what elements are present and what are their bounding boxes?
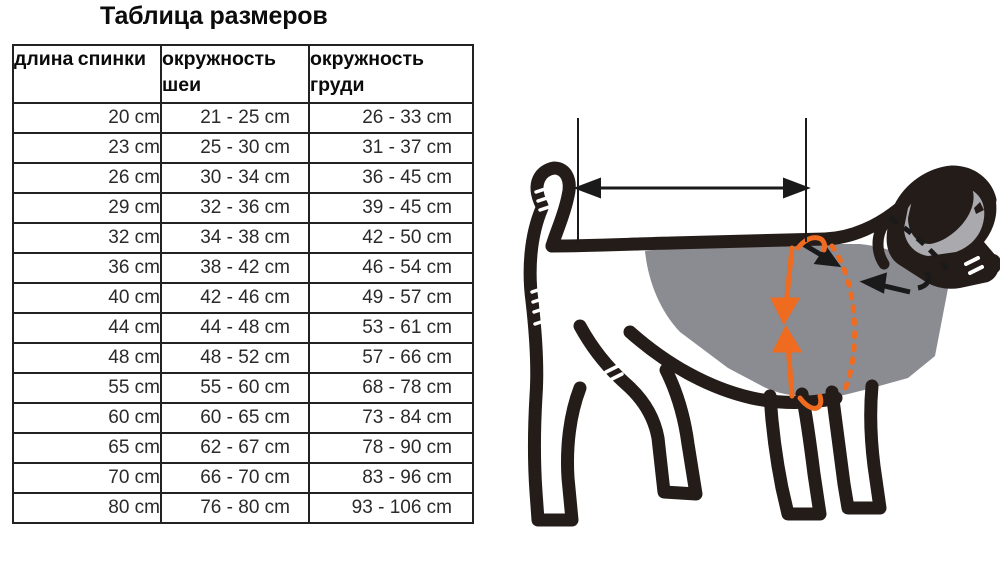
cell-neck-girth: 66 - 70 cm — [160, 462, 310, 494]
cell-chest-girth: 46 - 54 cm — [308, 252, 474, 284]
chest-girth-arrows — [769, 235, 828, 411]
table-row: 29 cm 32 - 36 cm 39 - 45 cm — [12, 192, 474, 224]
table-header-row: длина спинки окружность шеи окружность г… — [12, 44, 474, 104]
cell-chest-girth: 31 - 37 cm — [308, 132, 474, 164]
table-row: 26 cm 30 - 34 cm 36 - 45 cm — [12, 162, 474, 194]
table-row: 48 cm 48 - 52 cm 57 - 66 cm — [12, 342, 474, 374]
cell-chest-girth: 53 - 61 cm — [308, 312, 474, 344]
cell-neck-girth: 55 - 60 cm — [160, 372, 310, 404]
cell-chest-girth: 73 - 84 cm — [308, 402, 474, 434]
eye-icon — [974, 202, 984, 214]
size-table-container: длина спинки окружность шеи окружность г… — [12, 44, 474, 524]
cell-back-length: 70 cm — [12, 462, 162, 494]
cell-back-length: 55 cm — [12, 372, 162, 404]
cell-chest-girth: 42 - 50 cm — [308, 222, 474, 254]
cell-back-length: 20 cm — [12, 102, 162, 134]
cell-neck-girth: 62 - 67 cm — [160, 432, 310, 464]
cell-back-length: 36 cm — [12, 252, 162, 284]
cell-neck-girth: 38 - 42 cm — [160, 252, 310, 284]
cell-neck-girth: 32 - 36 cm — [160, 192, 310, 224]
cell-chest-girth: 83 - 96 cm — [308, 462, 474, 494]
table-row: 80 cm 76 - 80 cm 93 - 106 cm — [12, 492, 474, 524]
table-row: 20 cm 21 - 25 cm 26 - 33 cm — [12, 102, 474, 134]
table-row: 32 cm 34 - 38 cm 42 - 50 cm — [12, 222, 474, 254]
cell-chest-girth: 26 - 33 cm — [308, 102, 474, 134]
chest-girth-dotted-ellipse — [829, 243, 858, 399]
column-header-chest-girth: окружность груди — [308, 44, 474, 104]
dog-measurement-diagram: длина спинки окружность шеи окружность г… — [480, 96, 1000, 567]
table-row: 44 cm 44 - 48 cm 53 - 61 cm — [12, 312, 474, 344]
cell-chest-girth: 49 - 57 cm — [308, 282, 474, 314]
column-header-neck-girth: окружность шеи — [160, 44, 310, 104]
cell-back-length: 44 cm — [12, 312, 162, 344]
cell-neck-girth: 30 - 34 cm — [160, 162, 310, 194]
cell-back-length: 60 cm — [12, 402, 162, 434]
size-table: длина спинки окружность шеи окружность г… — [12, 44, 474, 524]
cell-neck-girth: 34 - 38 cm — [160, 222, 310, 254]
cell-chest-girth: 93 - 106 cm — [308, 492, 474, 524]
back-length-measure — [573, 118, 811, 242]
page-title: Таблица размеров — [100, 2, 328, 30]
dog-silhouette — [523, 161, 997, 527]
table-row: 23 cm 25 - 30 cm 31 - 37 cm — [12, 132, 474, 164]
cell-chest-girth: 57 - 66 cm — [308, 342, 474, 374]
cell-neck-girth: 42 - 46 cm — [160, 282, 310, 314]
column-header-back-length: длина спинки — [12, 44, 162, 104]
dog-head — [886, 168, 1000, 289]
cell-chest-girth: 36 - 45 cm — [308, 162, 474, 194]
table-row: 65 cm 62 - 67 cm 78 - 90 cm — [12, 432, 474, 464]
arrow-head-left — [573, 177, 601, 199]
cell-neck-girth: 60 - 65 cm — [160, 402, 310, 434]
fur-stripes — [530, 186, 624, 382]
cell-neck-girth: 48 - 52 cm — [160, 342, 310, 374]
cell-neck-girth: 21 - 25 cm — [160, 102, 310, 134]
table-row: 55 cm 55 - 60 cm 68 - 78 cm — [12, 372, 474, 404]
cell-chest-girth: 68 - 78 cm — [308, 372, 474, 404]
cell-chest-girth: 78 - 90 cm — [308, 432, 474, 464]
neck-girth-dashed-line — [888, 215, 952, 274]
table-row: 36 cm 38 - 42 cm 46 - 54 cm — [12, 252, 474, 284]
cell-neck-girth: 76 - 80 cm — [160, 492, 310, 524]
cell-back-length: 80 cm — [12, 492, 162, 524]
cell-back-length: 40 cm — [12, 282, 162, 314]
arrow-head-right — [783, 177, 811, 199]
cell-neck-girth: 44 - 48 cm — [160, 312, 310, 344]
cell-neck-girth: 25 - 30 cm — [160, 132, 310, 164]
table-row: 60 cm 60 - 65 cm 73 - 84 cm — [12, 402, 474, 434]
table-row: 40 cm 42 - 46 cm 49 - 57 cm — [12, 282, 474, 314]
cell-chest-girth: 39 - 45 cm — [308, 192, 474, 224]
cell-back-length: 29 cm — [12, 192, 162, 224]
table-row: 70 cm 66 - 70 cm 83 - 96 cm — [12, 462, 474, 494]
cell-back-length: 32 cm — [12, 222, 162, 254]
cell-back-length: 48 cm — [12, 342, 162, 374]
cell-back-length: 26 cm — [12, 162, 162, 194]
coat-neckline — [872, 218, 890, 270]
cell-back-length: 23 cm — [12, 132, 162, 164]
cell-back-length: 65 cm — [12, 432, 162, 464]
